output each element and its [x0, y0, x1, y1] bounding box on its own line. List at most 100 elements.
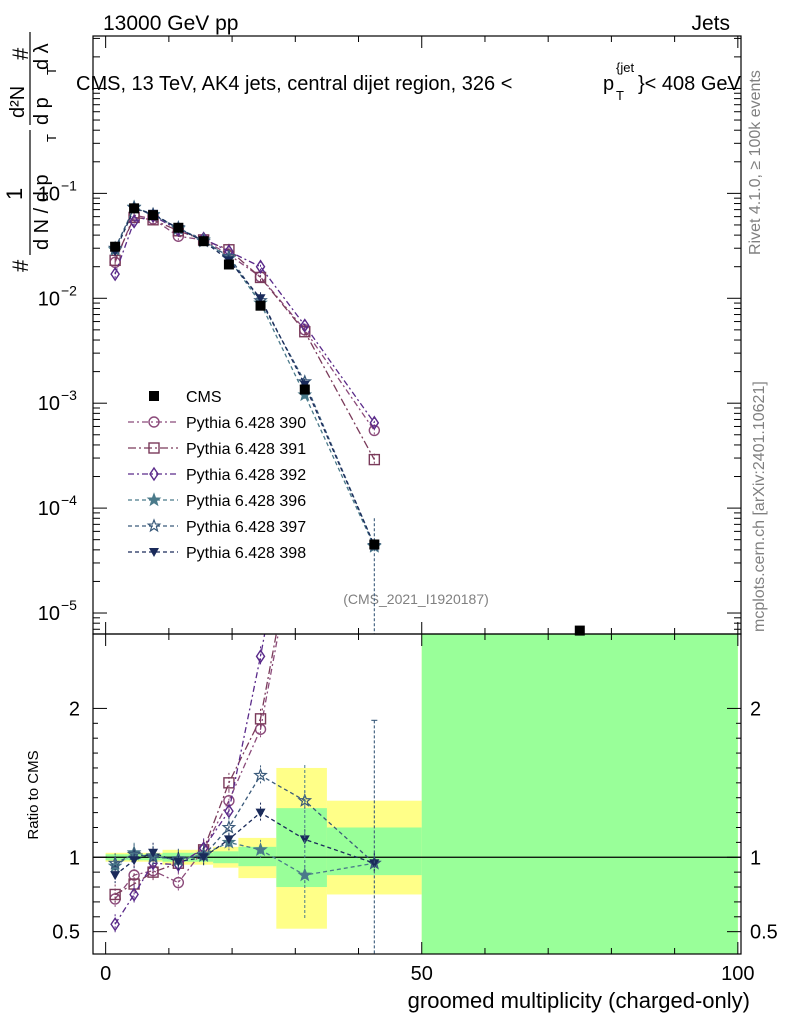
ratio-series-point-1-6: [254, 713, 267, 725]
title-tail: }< 408 GeV: [638, 73, 742, 95]
ratio-series-point-2-6: [255, 649, 266, 664]
ratio-series-point-5-5: [223, 835, 234, 845]
main-y-tick-label-4: 10: [38, 183, 60, 205]
legend-marker-data: [149, 391, 159, 401]
title-sup: {jet: [616, 60, 634, 75]
ratio-series-point-5-4: [198, 853, 209, 863]
data-point-9: [574, 625, 585, 636]
ratio-y-tick-label-r-0: 0.5: [750, 922, 778, 944]
ratio-series-point-5-8: [369, 859, 380, 869]
ratio-series-point-0-1: [128, 869, 140, 881]
main-series-point-2-1: [129, 214, 139, 229]
ratio-y-tick-label-l-1: 1: [69, 847, 80, 869]
data-point-0: [110, 241, 121, 252]
legend: CMS Pythia 6.428 390 Pythia 6.428 391 Pythi…: [128, 389, 306, 562]
data-point-2: [148, 210, 159, 221]
ratio-series-point-2-0: [110, 916, 120, 932]
ylabel-one: 1: [2, 188, 27, 200]
legend-marker-3: [146, 492, 162, 507]
main-y-tick-label-0: 10: [38, 603, 60, 625]
title-main: CMS, 13 TeV, AK4 jets, central dijet reg…: [76, 73, 512, 95]
data-point-1: [129, 203, 140, 214]
ratio-series-point-5-6: [255, 808, 266, 818]
ratio-series-point-0-3: [172, 876, 185, 889]
stat-band-9: [421, 634, 738, 954]
ratio-y-tick-label-l-0: 0.5: [52, 922, 80, 944]
ratio-series-point-2-5: [224, 803, 234, 819]
x-axis-label: groomed multiplicity (charged-only): [408, 988, 750, 1013]
analysis-id: (CMS_2021_I1920187): [343, 591, 489, 607]
ylabel-dpT: d p: [31, 97, 53, 125]
legend-label-1: Pythia 6.428 391: [186, 441, 306, 458]
ylabel-hash2: #: [8, 47, 33, 60]
ylabel-T1: T: [44, 134, 59, 142]
ratio-series-point-4-6: [253, 767, 268, 782]
legend-label-4: Pythia 6.428 397: [186, 519, 306, 536]
ratio-y-label: Ratio to CMS: [25, 750, 42, 839]
ylabel-d2N: d²N: [7, 86, 29, 118]
ratio-y-tick-label-r-1: 1: [750, 847, 761, 869]
ratio-y-tick-label-l-2: 2: [69, 698, 80, 720]
ratio-series-point-5-0: [110, 871, 121, 881]
main-y-tick-exp-1: −4: [61, 492, 77, 508]
rivet-label: Rivet 4.1.0, ≥ 100k events: [747, 70, 764, 255]
data-point-4: [198, 236, 209, 247]
ratio-series-line-2: [114, 634, 266, 925]
ratio-series-point-1-5: [223, 777, 235, 789]
ratio-y-tick-label-r-2: 2: [750, 698, 761, 720]
ratio-series-line-5: [114, 811, 375, 876]
main-y-tick-exp-4: −1: [61, 177, 77, 193]
stat-band-6: [238, 846, 277, 867]
legend-label-0: Pythia 6.428 390: [186, 415, 306, 432]
title-pt: p: [603, 73, 614, 95]
data-point-5: [223, 259, 234, 270]
x-tick-label-2: 100: [721, 963, 754, 985]
legend-label-2: Pythia 6.428 392: [186, 467, 306, 484]
main-series-point-2-0: [110, 266, 120, 282]
legend-label-3: Pythia 6.428 396: [186, 493, 306, 510]
main-series-point-5-6: [255, 294, 266, 304]
ylabel-T2: T: [44, 67, 59, 75]
data-point-3: [173, 222, 184, 233]
ratio-series-point-5-3: [173, 857, 184, 867]
main-y-tick-label-2: 10: [38, 393, 60, 415]
ratio-series-point-5-1: [129, 856, 140, 866]
legend-marker-1: [148, 442, 160, 454]
data-point-8: [369, 539, 380, 550]
main-y-tick-exp-3: −2: [61, 282, 77, 298]
x-tick-label-1: 50: [411, 963, 433, 985]
ratio-panel-series: [107, 634, 382, 954]
main-series-point-2-6: [255, 259, 266, 274]
legend-marker-5: [149, 548, 159, 557]
ratio-series-point-3-6: [253, 842, 268, 857]
x-tick-label-0: 0: [100, 963, 111, 985]
plot-title: CMS, 13 TeV, AK4 jets, central dijet reg…: [76, 60, 742, 103]
ratio-series-point-5-7: [299, 835, 310, 845]
ratio-series-point-5-2: [148, 848, 159, 858]
ratio-series-point-4-7: [297, 792, 313, 807]
ratio-uncertainty-bands: [105, 634, 738, 954]
main-y-tick-exp-2: −3: [61, 387, 77, 403]
plot-frames: [92, 35, 742, 955]
ratio-series-5: [110, 802, 380, 886]
ratio-series-line-0: [114, 634, 279, 900]
main-y-tick-exp-0: −5: [61, 597, 77, 613]
header-right: Jets: [691, 12, 730, 35]
main-series-0: [109, 209, 381, 437]
ratio-frame: [92, 633, 742, 955]
title-sub: T: [616, 88, 624, 103]
ratio-series-clipped: [107, 634, 382, 954]
legend-marker-4: [146, 518, 162, 533]
ylabel-dlam: d λ: [31, 43, 53, 70]
main-y-label: # 1 d N / d p T # d²N d p T d λ: [2, 32, 59, 272]
ratio-series-point-2-1: [129, 887, 139, 902]
mcplots-label: mcplots.cern.ch [arXiv:2401.10621]: [751, 381, 768, 632]
ratio-series-point-1-0: [109, 888, 121, 901]
main-series-line-5: [114, 208, 375, 546]
header-left: 13000 GeV pp: [103, 12, 238, 35]
main-y-tick-label-1: 10: [38, 498, 60, 520]
legend-marker-0: [148, 416, 160, 428]
main-series-line-1: [114, 216, 375, 460]
